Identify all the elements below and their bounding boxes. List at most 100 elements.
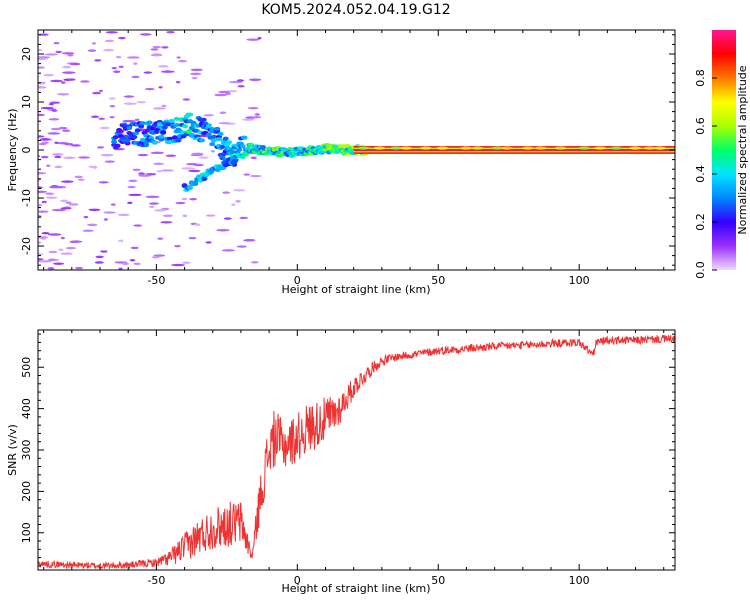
colorbar-tick-label: 0.4: [694, 165, 707, 183]
snr-series-line: [38, 333, 675, 570]
snr-ticks: -50 0 50 100 100 200 300 400 500: [20, 330, 675, 587]
spectrogram-ridge-mark: [175, 138, 182, 143]
spectrogram-x-axis-label: Height of straight line (km): [281, 283, 430, 296]
spectrogram-noise-mark: [118, 239, 124, 243]
spectrogram-y-tick-label: 10: [20, 95, 33, 109]
spectrogram-noise-mark: [110, 203, 116, 206]
spectrogram-noise-mark: [210, 150, 215, 153]
spectrogram-noise-mark: [103, 211, 116, 214]
spectrogram-noise-mark: [65, 201, 72, 204]
spectrogram-ridge-mark: [161, 125, 168, 130]
spectrogram-noise-mark: [75, 266, 83, 270]
spectrogram-noise-mark: [41, 231, 50, 235]
spectrogram-noise-mark: [47, 233, 62, 236]
spectrogram-noise-mark: [219, 111, 227, 114]
spectrogram-noise-mark: [126, 56, 140, 59]
spectrogram-noise-mark: [178, 59, 187, 63]
spectrogram-noise-mark: [38, 258, 44, 261]
spectrogram-noise-mark: [38, 241, 42, 244]
spectrogram-noise-mark: [239, 216, 249, 220]
snr-axes-frame: [37, 329, 676, 571]
spectrogram-noise-mark: [218, 90, 230, 94]
spectrogram-noise-mark: [92, 91, 102, 95]
snr-y-tick-label: 400: [20, 398, 33, 419]
spectrogram-noise-mark: [50, 127, 62, 131]
spectrogram-noise-mark: [249, 174, 262, 178]
spectrogram-noise-mark: [174, 244, 181, 248]
spectrogram-noise-mark: [158, 65, 169, 68]
spectrogram-noise-mark: [83, 215, 89, 219]
spectrogram-noise-mark: [48, 102, 54, 106]
spectrogram-noise-mark: [40, 138, 51, 141]
spectrogram-ridge-mark: [182, 124, 189, 129]
spectrogram-ridge-mark: [205, 132, 212, 137]
spectrogram-noise-mark: [48, 258, 56, 261]
spectrogram-noise-mark: [133, 62, 138, 65]
spectrogram-noise-mark: [218, 121, 232, 125]
snr-x-tick-label: 0: [294, 574, 301, 587]
colorbar-tick-label: 0.8: [694, 69, 707, 87]
spectrogram-noise-mark: [38, 113, 45, 117]
colorbar-tick-label: 0.2: [694, 213, 707, 231]
spectrogram-noise-mark: [100, 250, 108, 253]
spectrogram-ridge-mark: [151, 140, 158, 145]
spectrogram-band-variation: [594, 146, 607, 150]
spectrogram-noise-mark: [243, 239, 255, 242]
spectrogram-noise-mark: [145, 87, 155, 91]
spectrogram-noise-mark: [94, 261, 104, 264]
spectrogram-noise-mark: [145, 195, 160, 199]
spectrogram-noise-mark: [191, 76, 198, 80]
spectrogram-noise-mark: [48, 185, 63, 189]
spectrogram-noise-mark: [80, 80, 90, 83]
spectrogram-noise-mark: [156, 170, 163, 173]
spectrogram-noise-mark: [118, 65, 124, 69]
spectrogram-noise-mark: [58, 248, 64, 251]
figure-title: KOM5.2024.052.04.19.G12: [261, 2, 450, 18]
spectrogram-noise-mark: [148, 202, 159, 205]
spectrogram-noise-mark: [62, 65, 72, 69]
spectrogram-noise-mark: [162, 214, 173, 217]
spectrogram-ridge-mark: [199, 138, 206, 143]
spectrogram-noise-mark: [87, 223, 98, 227]
spectrogram-noise-mark: [150, 151, 164, 155]
spectrogram-noise-mark: [38, 135, 45, 138]
spectrogram-noise-mark: [53, 41, 60, 45]
spectrogram-noise-mark: [38, 33, 49, 36]
spectrogram-ridge-mark: [200, 117, 207, 122]
spectrogram-noise-mark: [237, 85, 245, 88]
spectrogram-noise-mark: [181, 197, 188, 201]
spectrogram-noise-mark: [38, 57, 48, 60]
spectrogram-noise-mark: [161, 46, 169, 49]
spectrogram-noise-mark: [186, 162, 198, 166]
colorbar-tick-label: 0.0: [694, 261, 707, 279]
spectrogram-noise-mark: [152, 53, 162, 56]
spectrogram-noise-mark: [152, 45, 162, 49]
spectrogram-band-variation: [534, 146, 547, 150]
spectrogram-noise-mark: [123, 95, 135, 98]
spectrogram-noise-mark: [118, 36, 126, 40]
spectrogram-ridge-mark: [214, 126, 221, 131]
spectrogram-noise-mark: [98, 181, 109, 184]
spectrogram-noise-mark: [38, 260, 52, 263]
spectrogram-ridge-mark: [168, 119, 175, 124]
spectrogram-noise-mark: [138, 172, 145, 175]
spectrogram-noise-mark: [109, 104, 116, 108]
spectrogram-noise-mark: [63, 156, 76, 159]
spectrogram-noise-mark: [87, 49, 97, 52]
colorbar-label: Normalized spectral amplitude: [736, 65, 749, 234]
spectrogram-noise-mark: [38, 210, 49, 213]
spectrogram-noise-mark: [103, 218, 108, 221]
spectrogram-noise-mark: [113, 70, 121, 73]
spectrogram-noise-mark: [74, 175, 83, 179]
spectrogram-noise-mark: [235, 200, 241, 203]
spectrogram-noise-mark: [247, 106, 259, 110]
spectrogram-noise-mark: [52, 262, 65, 265]
spectrogram-noise-mark: [45, 196, 58, 199]
spectrogram-noise-mark: [221, 249, 236, 252]
spectrogram-ticks: -50 0 50 100 -20 -10 0 10 20: [20, 30, 675, 287]
snr-x-tick-label: -50: [147, 574, 165, 587]
spectrogram-ridge-mark: [134, 128, 141, 133]
spectrogram-band-variation: [629, 146, 642, 150]
spectrogram-ridge-mark: [158, 134, 165, 139]
spectrogram-noise-mark: [242, 118, 255, 121]
